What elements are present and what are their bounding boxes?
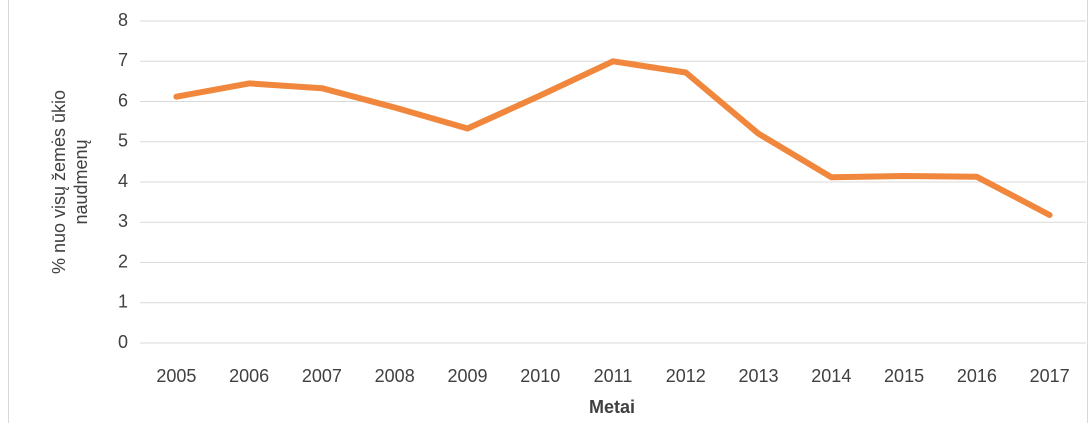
x-tick-label: 2012	[666, 366, 706, 386]
y-tick-label: 3	[118, 211, 128, 231]
y-tick-label: 5	[118, 131, 128, 151]
x-tick-label: 2007	[302, 366, 342, 386]
y-tick-label: 0	[118, 332, 128, 352]
x-axis-title: Metai	[589, 397, 635, 417]
x-tick-label: 2008	[375, 366, 415, 386]
y-tick-label: 4	[118, 171, 128, 191]
y-axis-title: % nuo visų žemės ūkio naudmenų	[49, 90, 91, 274]
x-tick-label: 2017	[1030, 366, 1070, 386]
y-axis-title-line: % nuo visų žemės ūkio	[49, 90, 69, 274]
x-tick-label: 2010	[520, 366, 560, 386]
x-tick-label: 2015	[884, 366, 924, 386]
x-tick-label: 2006	[229, 366, 269, 386]
y-axis-title-line: naudmenų	[71, 139, 91, 224]
x-tick-label: 2005	[156, 366, 196, 386]
x-tick-label: 2009	[447, 366, 487, 386]
x-tick-label: 2016	[957, 366, 997, 386]
y-tick-label: 8	[118, 10, 128, 30]
data-line	[173, 58, 1053, 218]
chart-frame	[8, 0, 1088, 425]
y-tick-label: 7	[118, 50, 128, 70]
x-tick-label: 2011	[594, 366, 633, 386]
y-tick-label: 2	[118, 251, 128, 271]
y-tick-label: 1	[118, 292, 128, 312]
x-tick-label: 2014	[811, 366, 851, 386]
x-tick-label: 2013	[739, 366, 779, 386]
y-tick-label: 6	[118, 90, 128, 110]
